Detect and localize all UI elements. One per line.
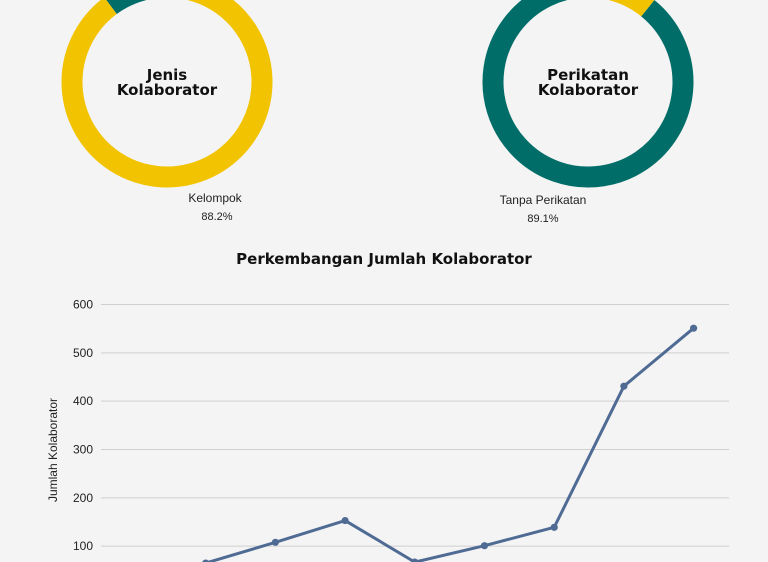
donut-perikatan-slice-1 xyxy=(608,0,655,17)
line-chart-y-ticks: 100 200 300 400 500 600 xyxy=(73,298,93,554)
line-series-0 xyxy=(202,326,696,562)
line-chart-title: Perkembangan Jumlah Kolaborator xyxy=(236,250,532,268)
donut-jenis-title-line2: Kolaborator xyxy=(117,81,218,99)
donut-perikatan-title-line1: Perikatan xyxy=(547,66,629,84)
line-chart-gridlines xyxy=(101,304,729,547)
y-tick-label: 400 xyxy=(73,394,93,408)
line-chart-series xyxy=(202,324,698,562)
y-tick-label: 500 xyxy=(73,346,93,360)
line-point-6 xyxy=(550,523,558,531)
donut-perikatan-slice-0 xyxy=(482,0,694,188)
line-point-2 xyxy=(271,538,279,546)
donut-jenis-label-value: 88.2% xyxy=(201,211,232,223)
line-point-3 xyxy=(341,516,349,525)
y-tick-label: 600 xyxy=(73,298,93,312)
line-point-1 xyxy=(202,559,210,562)
donut-perikatan-label-name: Tanpa Perikatan xyxy=(500,193,587,207)
donut-perikatan-slices xyxy=(482,0,694,188)
donut-perikatan-kolaborator: Perikatan Kolaborator Tanpa Perikatan 89… xyxy=(482,0,694,225)
y-tick-label: 200 xyxy=(73,491,93,505)
line-chart-perkembangan: Perkembangan Jumlah Kolaborator 100 200 30… xyxy=(46,250,729,562)
donut-jenis-kolaborator: Jenis Kolaborator Kelompok 88.2% xyxy=(61,0,273,223)
line-point-4 xyxy=(411,558,419,562)
donut-jenis-slices xyxy=(61,0,273,188)
line-point-5 xyxy=(480,542,489,550)
donut-jenis-slice-1 xyxy=(106,0,147,15)
donut-perikatan-title-line2: Kolaborator xyxy=(538,81,639,99)
line-point-7 xyxy=(620,382,628,390)
y-tick-label: 100 xyxy=(73,539,93,553)
line-point-8 xyxy=(690,324,698,332)
line-chart-y-axis-label: Jumlah Kolaborator xyxy=(46,398,60,502)
donut-jenis-title-line1: Jenis xyxy=(146,66,188,84)
donut-jenis-slice-0 xyxy=(61,0,273,188)
y-tick-label: 300 xyxy=(73,443,93,457)
donut-perikatan-label-value: 89.1% xyxy=(527,213,558,225)
donut-jenis-label-name: Kelompok xyxy=(188,191,242,205)
